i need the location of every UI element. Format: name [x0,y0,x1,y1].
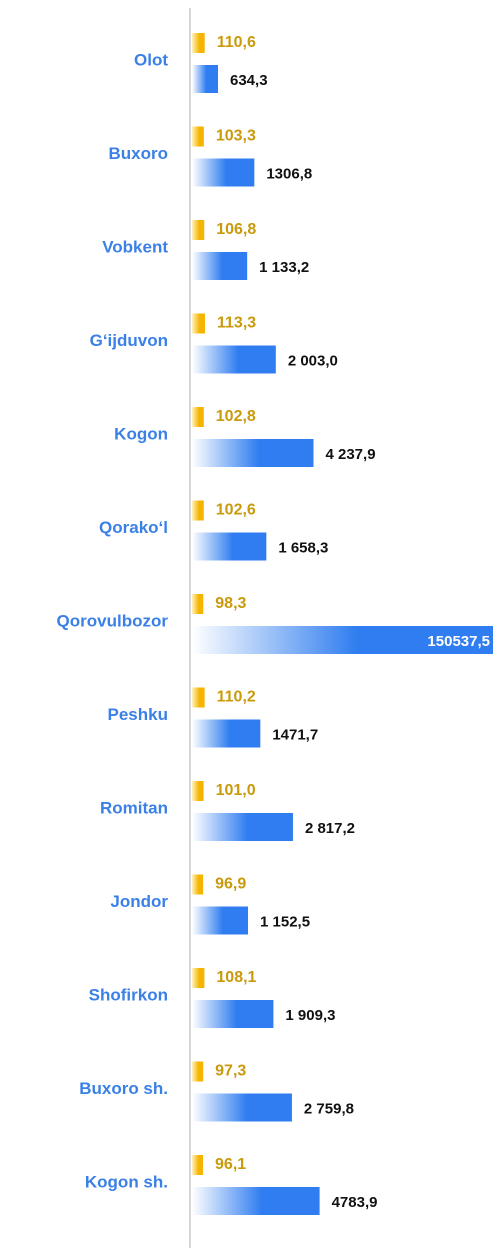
category-label: Buxoro sh. [79,1079,168,1098]
category-label: Olot [134,50,168,69]
value-label: 2 003,0 [288,352,338,369]
bar [192,719,261,748]
value-label: 4 237,9 [325,446,375,463]
category-label: Kogon [114,424,168,443]
value-label: 98,3 [215,595,246,612]
bar [192,252,248,280]
value-label: 2 817,2 [305,820,355,837]
bar [192,1061,204,1082]
value-label: 102,8 [216,408,256,425]
category-label: Kogon sh. [85,1172,168,1191]
bar [192,1093,292,1122]
bar [192,1155,204,1175]
bar [192,906,249,935]
bar [192,968,205,988]
value-label: 101,0 [216,782,256,799]
value-label: 96,1 [215,1156,246,1173]
bar [192,1187,320,1215]
bar [192,313,205,334]
category-label: Peshku [108,705,168,724]
bar [192,220,205,240]
bar [192,33,205,53]
value-label: 113,3 [217,315,256,332]
bar [192,407,204,427]
value-label: 96,9 [215,876,246,893]
bar [192,126,204,147]
value-label: 1 658,3 [278,539,328,556]
category-label: Qorovulbozor [57,611,169,630]
bar [192,781,204,801]
value-label: 1306,8 [266,165,312,182]
value-label: 1 909,3 [285,1007,335,1024]
value-label: 97,3 [215,1063,246,1080]
category-label: G‘ijduvon [90,331,168,350]
bar [192,1000,274,1028]
bar [192,874,204,895]
bar [192,439,314,467]
bar [192,345,276,374]
value-label: 108,1 [216,969,256,986]
value-label: 103,3 [216,128,256,145]
category-label: Jondor [110,892,168,911]
category-label: Shofirkon [89,985,168,1004]
value-label: 1471,7 [272,726,318,743]
value-label: 1 133,2 [259,259,309,276]
category-label: Qorako‘l [99,518,168,537]
bar [192,813,293,841]
bar [192,500,204,521]
bar [192,65,218,93]
value-label: 634,3 [230,72,268,89]
bar [192,626,493,654]
bar [192,532,267,561]
bar [192,687,205,708]
category-label: Vobkent [102,237,168,256]
value-label: 2 759,8 [304,1100,354,1117]
value-label: 102,6 [216,502,256,519]
bar [192,158,255,187]
value-label: 1 152,5 [260,913,310,930]
value-label: 110,6 [217,34,256,51]
value-label: 150537,5 [427,633,490,650]
bar [192,594,204,614]
value-label: 106,8 [216,221,256,238]
value-label: 110,2 [217,689,256,706]
category-label: Buxoro [109,144,169,163]
category-label: Romitan [100,798,168,817]
value-label: 4783,9 [332,1194,378,1211]
